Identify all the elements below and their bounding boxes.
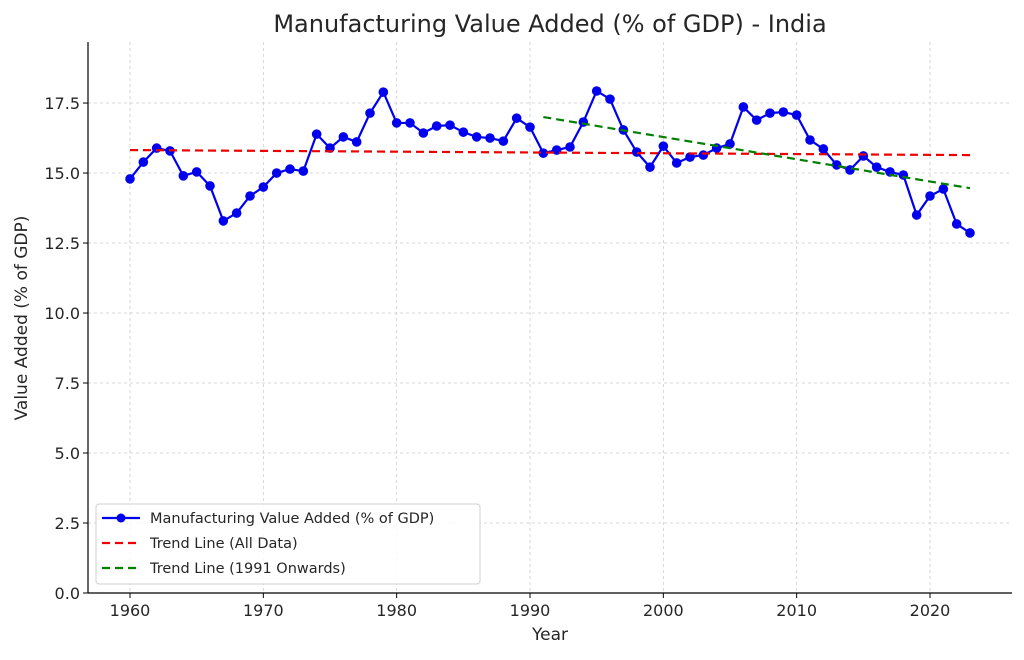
data-point xyxy=(951,219,962,229)
data-point xyxy=(791,110,802,120)
data-point xyxy=(205,181,215,191)
data-point xyxy=(765,108,775,118)
data-point xyxy=(938,184,949,194)
data-point xyxy=(911,210,922,220)
data-point xyxy=(631,147,642,157)
data-point xyxy=(805,135,815,145)
y-tick-label: 12.5 xyxy=(44,234,80,253)
y-tick-label: 2.5 xyxy=(55,514,80,533)
data-point xyxy=(578,117,589,127)
y-axis-label: Value Added (% of GDP) xyxy=(12,216,32,421)
data-point xyxy=(298,166,309,176)
data-point xyxy=(845,165,855,175)
data-point xyxy=(525,122,535,132)
axes: 1960 1970 1980 1990 2000 2010 2020 0.0 2.5 5.0 7.5… xyxy=(44,42,1012,620)
data-point xyxy=(245,191,255,201)
data-point xyxy=(338,132,349,142)
chart-title: Manufacturing Value Added (% of GDP) - I… xyxy=(273,10,826,38)
data-point xyxy=(538,148,549,158)
data-point xyxy=(391,118,402,128)
data-point xyxy=(151,143,162,153)
y-tick-label: 17.5 xyxy=(44,94,80,113)
data-point xyxy=(591,86,602,96)
data-point xyxy=(698,150,709,160)
y-tick-label: 10.0 xyxy=(44,304,80,323)
grid xyxy=(88,42,1012,594)
data-point xyxy=(445,120,455,130)
x-tick-label: 1960 xyxy=(110,601,151,620)
y-tick-label: 15.0 xyxy=(44,164,80,183)
data-point xyxy=(671,158,682,168)
series-line-0 xyxy=(129,89,971,234)
data-point xyxy=(378,87,389,97)
legend-label: Manufacturing Value Added (% of GDP) xyxy=(150,511,434,527)
data-point xyxy=(818,144,829,154)
data-point xyxy=(271,168,282,178)
data-point xyxy=(871,162,882,172)
data-point xyxy=(658,141,669,151)
data-point xyxy=(178,171,189,181)
data-point xyxy=(725,139,735,149)
data-point xyxy=(258,182,269,192)
data-point xyxy=(485,133,495,143)
data-point xyxy=(458,127,469,137)
data-point xyxy=(418,128,429,138)
legend-label: Trend Line (All Data) xyxy=(149,536,298,552)
data-point xyxy=(311,129,322,139)
series-line-1 xyxy=(129,148,971,157)
x-axis-label: Year xyxy=(531,625,568,645)
legend-box xyxy=(95,503,481,585)
data-point xyxy=(405,118,415,128)
data-point xyxy=(858,151,869,161)
data-point xyxy=(351,137,362,147)
series-line-2 xyxy=(543,115,971,190)
data-point xyxy=(218,216,229,226)
legend-label: Trend Line (1991 Onwards) xyxy=(149,561,346,577)
x-tick-label: 2000 xyxy=(643,601,684,620)
legend-swatch-marker xyxy=(116,513,126,523)
data-point xyxy=(605,94,615,104)
y-tick-label: 0.0 xyxy=(55,584,80,603)
series-layer xyxy=(125,86,975,238)
data-point xyxy=(751,115,762,125)
data-point xyxy=(138,157,149,167)
x-tick-label: 1970 xyxy=(243,601,284,620)
x-tick-label: 2010 xyxy=(776,601,817,620)
data-point xyxy=(125,174,135,184)
y-tick-label: 7.5 xyxy=(55,374,80,393)
data-point xyxy=(365,108,375,118)
data-point xyxy=(231,208,242,218)
data-point xyxy=(965,228,975,238)
data-point xyxy=(925,191,935,201)
data-point xyxy=(498,136,509,146)
x-tick-label: 2020 xyxy=(910,601,951,620)
legend: Manufacturing Value Added (% of GDP) Tren… xyxy=(95,503,481,585)
data-point xyxy=(685,152,695,162)
x-tick-label: 1990 xyxy=(510,601,551,620)
x-tick-label: 1980 xyxy=(376,601,417,620)
data-point xyxy=(565,142,575,152)
data-point xyxy=(431,121,442,131)
data-point xyxy=(778,107,789,117)
y-tick-label: 5.0 xyxy=(55,444,80,463)
data-point xyxy=(191,167,202,177)
data-point xyxy=(471,132,482,142)
data-point xyxy=(511,113,522,123)
data-point xyxy=(285,164,295,174)
data-point xyxy=(645,162,655,172)
data-point xyxy=(738,102,749,112)
